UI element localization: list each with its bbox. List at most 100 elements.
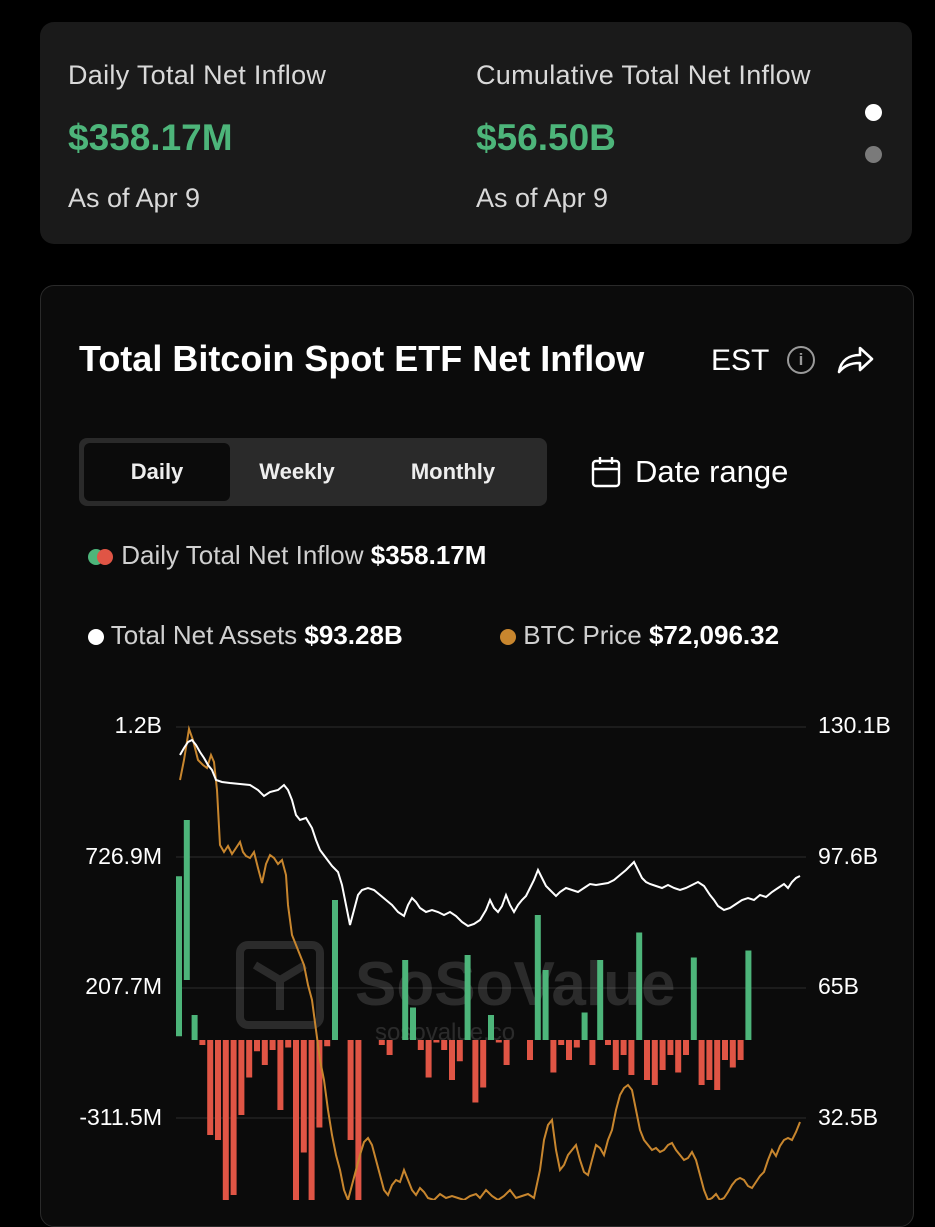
- inflow-bar[interactable]: [472, 1040, 479, 1103]
- inflow-bar[interactable]: [433, 1040, 440, 1043]
- inflow-bar[interactable]: [238, 1040, 245, 1115]
- page-dot-active[interactable]: [865, 104, 882, 121]
- legend-inflow-value: $358.17M: [370, 540, 487, 570]
- inflow-bar[interactable]: [386, 1040, 393, 1055]
- inflow-bar[interactable]: [527, 1040, 533, 1060]
- left-axis-tick: 726.9M: [85, 843, 162, 869]
- inflow-bar[interactable]: [316, 1040, 323, 1128]
- inflow-bar[interactable]: [230, 1040, 237, 1195]
- inflow-bar[interactable]: [558, 1040, 565, 1045]
- inflow-bar[interactable]: [261, 1040, 268, 1065]
- inflow-bar[interactable]: [573, 1040, 580, 1048]
- inflow-bar[interactable]: [449, 1040, 455, 1080]
- inflow-bar[interactable]: [269, 1040, 276, 1050]
- legend-btc-dot-icon: [500, 629, 516, 645]
- inflow-bar[interactable]: [480, 1040, 487, 1088]
- inflow-bar[interactable]: [183, 820, 190, 980]
- date-range-button[interactable]: Date range: [635, 454, 789, 489]
- left-axis-tick: -311.5M: [79, 1104, 162, 1130]
- inflow-bar[interactable]: [534, 915, 541, 1040]
- daily-inflow-label: Daily Total Net Inflow: [68, 60, 327, 90]
- inflow-bar[interactable]: [254, 1040, 260, 1052]
- inflow-bar[interactable]: [620, 1040, 627, 1055]
- inflow-bar[interactable]: [659, 1040, 666, 1070]
- inflow-bar[interactable]: [324, 1040, 331, 1047]
- inflow-bar[interactable]: [207, 1040, 214, 1135]
- inflow-bar[interactable]: [503, 1040, 510, 1065]
- inflow-bar[interactable]: [293, 1040, 299, 1200]
- inflow-bar[interactable]: [651, 1040, 658, 1085]
- inflow-bar[interactable]: [285, 1040, 292, 1048]
- inflow-bar[interactable]: [714, 1040, 721, 1090]
- inflow-bar[interactable]: [644, 1040, 650, 1080]
- inflow-bar[interactable]: [300, 1040, 307, 1153]
- inflow-bar[interactable]: [355, 1040, 362, 1200]
- watermark: SoSoValue sosovalue.co: [236, 941, 675, 1046]
- period-toggle: Daily Weekly Monthly: [79, 438, 547, 506]
- inflow-bar[interactable]: [667, 1040, 674, 1055]
- inflow-bar[interactable]: [176, 876, 182, 1037]
- inflow-bar[interactable]: [402, 960, 409, 1040]
- cumulative-inflow-stat: Cumulative Total Net Inflow $56.50B As o…: [476, 60, 811, 214]
- inflow-bar[interactable]: [464, 955, 471, 1040]
- inflow-bar[interactable]: [589, 1040, 596, 1065]
- inflow-bar[interactable]: [246, 1040, 253, 1078]
- inflow-bar[interactable]: [737, 1040, 744, 1060]
- timezone-label[interactable]: EST: [711, 344, 770, 377]
- inflow-bar[interactable]: [597, 960, 604, 1040]
- inflow-bar[interactable]: [410, 1007, 416, 1041]
- inflow-bar[interactable]: [690, 957, 697, 1041]
- legend-btc-value: $72,096.32: [648, 620, 780, 650]
- inflow-bar[interactable]: [683, 1040, 689, 1055]
- tab-daily[interactable]: Daily: [84, 443, 230, 501]
- inflow-bar[interactable]: [199, 1040, 206, 1045]
- inflow-chart[interactable]: SoSoValue sosovalue.co: [0, 0, 935, 1200]
- info-icon[interactable]: i: [787, 346, 815, 374]
- inflow-bar[interactable]: [215, 1040, 221, 1140]
- inflow-bar[interactable]: [332, 900, 338, 1040]
- inflow-bar[interactable]: [542, 970, 549, 1040]
- legend-inflow-label: Daily Total Net Inflow: [121, 540, 364, 570]
- share-icon[interactable]: [835, 342, 875, 378]
- inflow-bar[interactable]: [308, 1040, 315, 1200]
- legend-btc-label: BTC Price: [523, 620, 642, 650]
- inflow-bar[interactable]: [456, 1040, 463, 1062]
- inflow-bar[interactable]: [277, 1040, 284, 1110]
- inflow-bar[interactable]: [628, 1040, 635, 1075]
- right-axis-tick: 32.5B: [818, 1104, 879, 1130]
- daily-inflow-value: $358.17M: [68, 117, 233, 158]
- inflow-bar[interactable]: [745, 950, 752, 1041]
- inflow-bar[interactable]: [566, 1040, 572, 1060]
- inflow-bar[interactable]: [581, 1012, 588, 1041]
- inflow-bar[interactable]: [347, 1040, 354, 1140]
- svg-text:SoSoValue: SoSoValue: [355, 950, 675, 1019]
- daily-inflow-asof: As of Apr 9: [68, 183, 201, 213]
- tab-monthly[interactable]: Monthly: [410, 459, 496, 484]
- net-assets-line: [179, 738, 801, 928]
- inflow-bar[interactable]: [605, 1040, 611, 1045]
- inflow-bar[interactable]: [191, 1015, 198, 1040]
- inflow-bar[interactable]: [636, 932, 643, 1041]
- inflow-bar[interactable]: [706, 1040, 713, 1080]
- legend-daily-inflow: Daily Total Net Inflow $358.17M: [88, 540, 486, 571]
- inflow-bar[interactable]: [425, 1040, 432, 1078]
- inflow-bar[interactable]: [495, 1040, 502, 1043]
- inflow-bar[interactable]: [550, 1040, 557, 1073]
- inflow-bar[interactable]: [722, 1040, 728, 1060]
- inflow-bar[interactable]: [488, 1015, 494, 1040]
- left-axis-tick: 207.7M: [85, 973, 162, 999]
- inflow-bar[interactable]: [441, 1040, 448, 1050]
- inflow-bar[interactable]: [675, 1040, 682, 1073]
- btc-price-line: [179, 725, 801, 1200]
- page-dot-inactive[interactable]: [865, 146, 882, 163]
- watermark-logo-icon: [236, 941, 324, 1029]
- inflow-bar[interactable]: [612, 1040, 619, 1070]
- inflow-bar[interactable]: [729, 1040, 736, 1068]
- tab-weekly[interactable]: Weekly: [259, 459, 335, 484]
- inflow-bar[interactable]: [222, 1040, 229, 1200]
- calendar-icon[interactable]: [591, 456, 621, 488]
- inflow-bar[interactable]: [417, 1040, 424, 1050]
- cumulative-inflow-label: Cumulative Total Net Inflow: [476, 60, 811, 90]
- inflow-bar[interactable]: [698, 1040, 705, 1085]
- inflow-bar[interactable]: [378, 1040, 385, 1045]
